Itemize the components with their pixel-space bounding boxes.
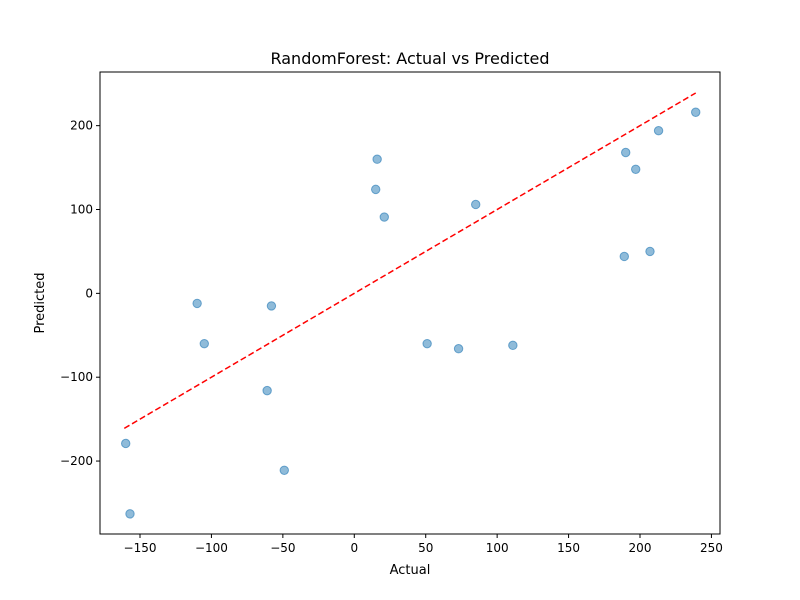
x-tick-label: 100 [486,541,509,555]
data-point [262,385,272,396]
axes-frame [99,71,721,535]
y-tick-label: 0 [85,286,93,300]
data-point [266,301,277,311]
x-tick-label: 0 [350,541,358,555]
data-point [645,246,655,257]
chart-title: RandomForest: Actual vs Predicted [270,49,549,68]
y-tick-label: −200 [60,454,93,468]
data-point [371,184,381,195]
data-point [631,164,641,174]
data-point [619,251,629,262]
data-point [199,338,209,349]
data-point [621,147,631,158]
data-point [471,199,481,210]
y-tick-label: 100 [70,203,93,217]
reference-line [123,92,697,429]
y-tick-label: −100 [60,370,93,384]
x-tick-label: 200 [629,541,652,555]
x-tick-label: −100 [195,541,228,555]
data-point [192,298,202,309]
x-axis-label: Actual [390,563,431,578]
data-point [653,125,664,136]
data-point [372,154,382,164]
data-point [121,438,131,449]
data-point [379,212,389,222]
y-tick-label: 200 [70,119,93,133]
x-tick-label: −150 [124,541,157,555]
data-point [691,107,701,117]
y-axis: −200 −100 0 100 200 [60,119,100,468]
data-point [279,465,289,475]
x-tick-label: 250 [700,541,723,555]
data-point [125,509,135,519]
y-axis-label: Predicted [33,272,48,333]
data-point [453,343,464,354]
x-axis: −150 −100 −50 0 50 100 150 200 250 [124,534,723,555]
x-tick-label: 50 [418,541,433,555]
x-tick-label: 150 [557,541,580,555]
data-point [422,338,432,349]
plot-area [121,92,701,519]
data-point [508,340,518,351]
x-tick-label: −50 [270,541,295,555]
